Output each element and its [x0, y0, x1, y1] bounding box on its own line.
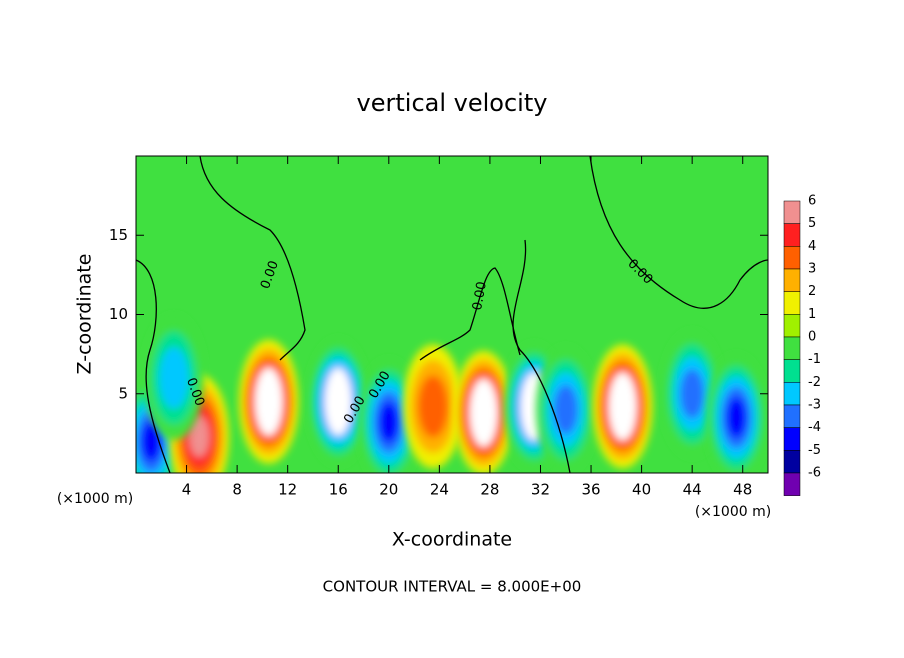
x-tick-label: 36 — [581, 481, 600, 499]
x-axis-label: X-coordinate — [392, 529, 512, 551]
blob-layer — [189, 415, 210, 458]
x-tick-label: 28 — [480, 481, 499, 499]
colorbar-segment — [783, 200, 801, 224]
colorbar-label: 5 — [808, 216, 816, 231]
blob-core — [324, 367, 353, 436]
colorbar-label: 6 — [808, 194, 816, 209]
field-blob — [143, 315, 204, 440]
x-unit: (×1000 m) — [695, 504, 771, 520]
contour-line — [419, 267, 521, 361]
blob-layer — [553, 384, 578, 435]
blob-layer — [680, 368, 705, 419]
field-blob — [403, 344, 464, 469]
y-tick-label: 15 — [109, 226, 128, 244]
x-tick-label: 20 — [379, 481, 398, 499]
x-tick-label: 44 — [683, 481, 702, 499]
x-tick-label: 16 — [329, 481, 348, 499]
contour-line — [589, 156, 768, 309]
blob-layer — [378, 401, 399, 443]
colorbar-segment — [783, 382, 801, 406]
contour-line — [512, 239, 571, 473]
colorbar-label: -4 — [808, 420, 821, 435]
colorbar-segment — [783, 359, 801, 383]
contour-label: 0.00 — [470, 280, 490, 311]
zero-contours — [136, 156, 768, 473]
colorbar-label: -3 — [808, 398, 821, 413]
x-tick-label: 4 — [182, 481, 192, 499]
colorbar-segment — [783, 427, 801, 451]
colorbar-segment — [783, 450, 801, 474]
field-blob — [358, 360, 419, 473]
field-blob — [238, 339, 299, 464]
colorbar-segment — [783, 404, 801, 428]
colorbar-label: -6 — [808, 466, 821, 481]
y-unit: (×1000 m) — [57, 491, 133, 507]
colorbar-label: 4 — [808, 239, 816, 254]
colorbar-label: -5 — [808, 443, 821, 458]
blob-layer — [418, 375, 449, 438]
annotation: CONTOUR INTERVAL = 8.000E+00 — [323, 578, 582, 596]
colorbar-segment — [783, 472, 801, 496]
colorbar-segment — [783, 336, 801, 360]
contour-line — [136, 259, 171, 473]
colorbar-label: 2 — [808, 284, 816, 299]
y-tick-label: 5 — [118, 384, 128, 402]
chart-title: vertical velocity — [357, 89, 548, 117]
colorbar-segment — [783, 246, 801, 270]
field-blob — [706, 355, 767, 473]
x-tick-label: 24 — [430, 481, 449, 499]
blob-core — [608, 372, 637, 441]
y-axis-label: Z-coordinate — [74, 254, 96, 375]
field-blob — [453, 350, 514, 473]
field-blob — [662, 331, 723, 456]
x-tick-label: 12 — [278, 481, 297, 499]
x-tick-label: 48 — [733, 481, 752, 499]
colorbar-segment — [783, 291, 801, 315]
colorbar-segment — [783, 223, 801, 247]
contour-line — [199, 156, 306, 361]
colorbar-label: 3 — [808, 262, 816, 277]
colorbar-segment — [783, 268, 801, 292]
field-blob — [592, 344, 653, 469]
x-tick-label: 40 — [632, 481, 651, 499]
blob-layer — [726, 396, 747, 439]
colorbar: 6 5 4 3 2 1 0 -1 -2 -3 -4 -5 -6 — [783, 194, 821, 496]
x-tick-label: 32 — [531, 481, 550, 499]
blob-core — [469, 378, 498, 447]
x-tick-label: 8 — [232, 481, 242, 499]
colorbar-label: -2 — [808, 375, 821, 390]
colorbar-label: 1 — [808, 307, 816, 322]
colorbar-segment — [783, 314, 801, 338]
field-blob — [535, 347, 596, 472]
field-blob — [308, 339, 369, 464]
y-tick-label: 10 — [109, 305, 128, 323]
colorbar-label: -1 — [808, 352, 821, 367]
colorbar-label: 0 — [808, 330, 816, 345]
blob-layer — [158, 346, 189, 409]
blob-core — [254, 367, 283, 436]
field — [136, 315, 767, 473]
